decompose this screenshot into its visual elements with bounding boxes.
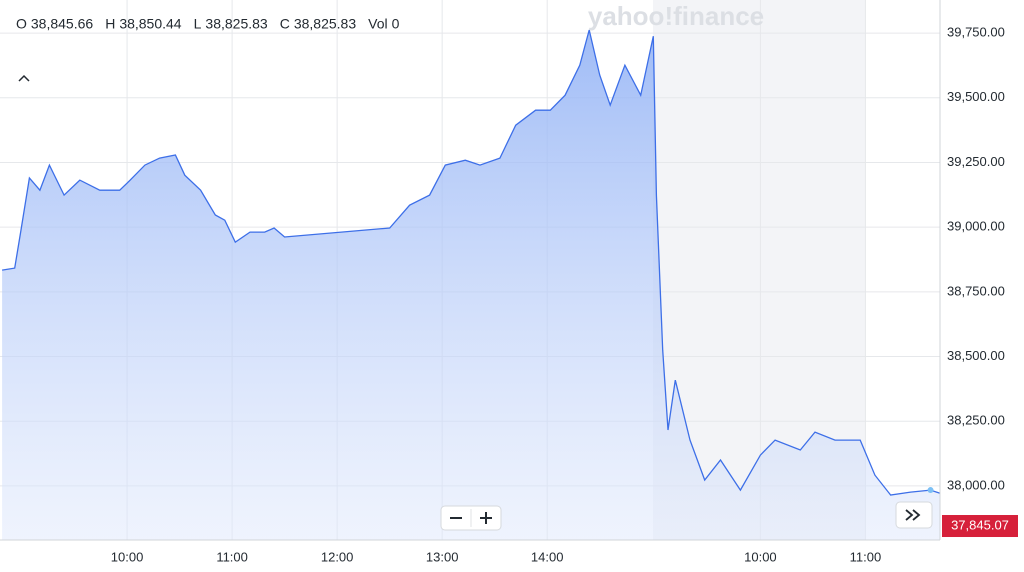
ohlc-key: O <box>16 16 27 32</box>
watermark: yahoo!finance <box>588 1 764 31</box>
ohlc-key: L <box>194 16 202 32</box>
y-tick-label: 38,750.00 <box>947 283 1005 298</box>
zoom-controls <box>440 505 502 531</box>
x-tick-label: 12:00 <box>321 549 354 564</box>
x-tick-label: 10:00 <box>111 549 144 564</box>
x-tick-label: 14:00 <box>531 549 564 564</box>
current-point <box>927 487 934 494</box>
ohlc-value: 38,825.83 <box>294 16 356 32</box>
x-tick-label: 10:00 <box>744 549 777 564</box>
scroll-icon[interactable] <box>905 509 921 521</box>
y-tick-label: 38,500.00 <box>947 348 1005 363</box>
ohlc-value: 38,845.66 <box>31 16 93 32</box>
y-tick-label: 38,000.00 <box>947 477 1005 492</box>
x-tick-label: 11:00 <box>850 549 882 564</box>
scroll-button[interactable] <box>895 501 933 529</box>
y-tick-label: 39,500.00 <box>947 89 1005 104</box>
ohlc-value: 0 <box>392 16 400 32</box>
ohlc-key: C <box>280 16 290 32</box>
y-tick-label: 39,250.00 <box>947 154 1005 169</box>
x-tick-label: 13:00 <box>426 549 459 564</box>
collapse-icon[interactable] <box>18 74 30 82</box>
y-tick-label: 39,750.00 <box>947 25 1005 40</box>
ohlc-value: 38,850.44 <box>119 16 181 32</box>
zoom-in[interactable] <box>480 512 492 524</box>
x-tick-label: 11:00 <box>216 549 248 564</box>
y-tick-label: 39,000.00 <box>947 219 1005 234</box>
ohlc-value: 38,825.83 <box>205 16 267 32</box>
scroll-box[interactable] <box>895 501 933 529</box>
ohlc-key: Vol <box>368 16 387 32</box>
last-price-label: 37,845.07 <box>951 517 1009 532</box>
price-line <box>1 29 941 496</box>
ohlc-key: H <box>105 16 115 32</box>
area-fill <box>2 30 941 540</box>
last-price-box <box>942 515 1018 538</box>
y-tick-label: 38,250.00 <box>947 413 1005 428</box>
